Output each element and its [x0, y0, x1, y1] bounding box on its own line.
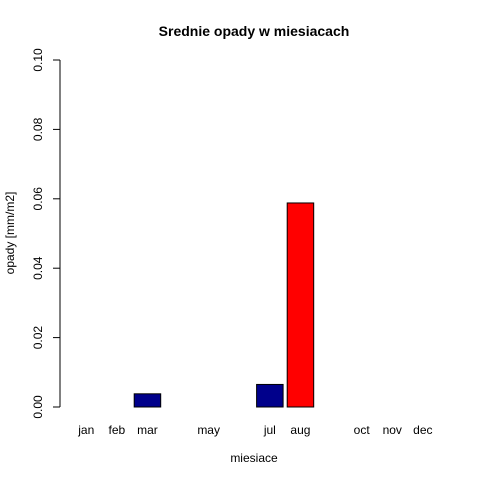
y-tick-label: 0.10	[31, 48, 45, 72]
bar-aug	[286, 202, 315, 408]
bars	[133, 202, 315, 408]
y-tick-label: 0.06	[31, 187, 45, 211]
x-tick-label-feb: feb	[109, 423, 126, 437]
y-tick-label: 0.02	[31, 326, 45, 350]
x-tick-label-aug: aug	[290, 423, 310, 437]
y-tick-label: 0.08	[31, 117, 45, 141]
y-axis-label: opady [mm/m2]	[3, 192, 17, 275]
y-axis: 0.00 0.02 0.04 0.06 0.08 0.10	[31, 48, 61, 419]
bar-jul	[256, 383, 284, 408]
chart-title: Srednie opady w miesiacach	[159, 23, 350, 39]
x-tick-label-dec: dec	[413, 423, 432, 437]
x-tick-label-jul: jul	[263, 423, 276, 437]
x-tick-label-oct: oct	[354, 423, 371, 437]
x-tick-labels: jan feb mar may jul aug oct nov dec	[77, 423, 432, 437]
bar-mar	[133, 393, 162, 408]
x-tick-label-mar: mar	[137, 423, 158, 437]
y-tick-label: 0.04	[31, 256, 45, 280]
x-tick-label-nov: nov	[383, 423, 402, 437]
x-tick-label-may: may	[197, 423, 220, 437]
x-axis-label: miesiace	[230, 451, 278, 465]
y-tick-label: 0.00	[31, 395, 45, 419]
x-tick-label-jan: jan	[77, 423, 94, 437]
